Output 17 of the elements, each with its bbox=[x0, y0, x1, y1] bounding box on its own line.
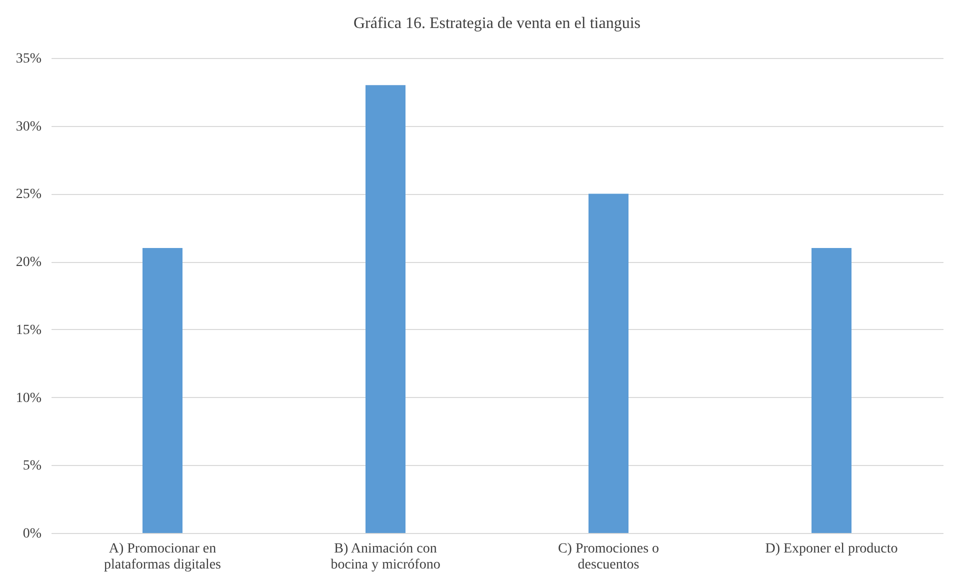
x-tick-label: A) Promocionar en plataformas digitales bbox=[104, 542, 222, 572]
y-tick-label: 15% bbox=[16, 322, 42, 338]
x-tick-label: B) Animación con bocina y micrófono bbox=[330, 542, 440, 572]
bar bbox=[812, 248, 852, 533]
bar bbox=[366, 85, 406, 533]
y-tick-label: 0% bbox=[22, 526, 42, 542]
y-tick-label: 30% bbox=[16, 119, 42, 134]
y-tick-label: 5% bbox=[22, 458, 42, 474]
chart-title: Gráfica 16. Estrategia de venta en el tianguis bbox=[354, 15, 640, 32]
bar bbox=[142, 248, 182, 533]
x-tick-label: C) Promociones o descuentos bbox=[558, 542, 660, 572]
y-tick-label: 10% bbox=[16, 390, 42, 406]
y-tick-label: 25% bbox=[16, 187, 42, 202]
y-tick-label: 35% bbox=[16, 52, 42, 66]
x-tick-label: D) Exponer el producto bbox=[765, 542, 898, 556]
bar bbox=[588, 194, 628, 533]
y-tick-label: 20% bbox=[16, 255, 42, 270]
